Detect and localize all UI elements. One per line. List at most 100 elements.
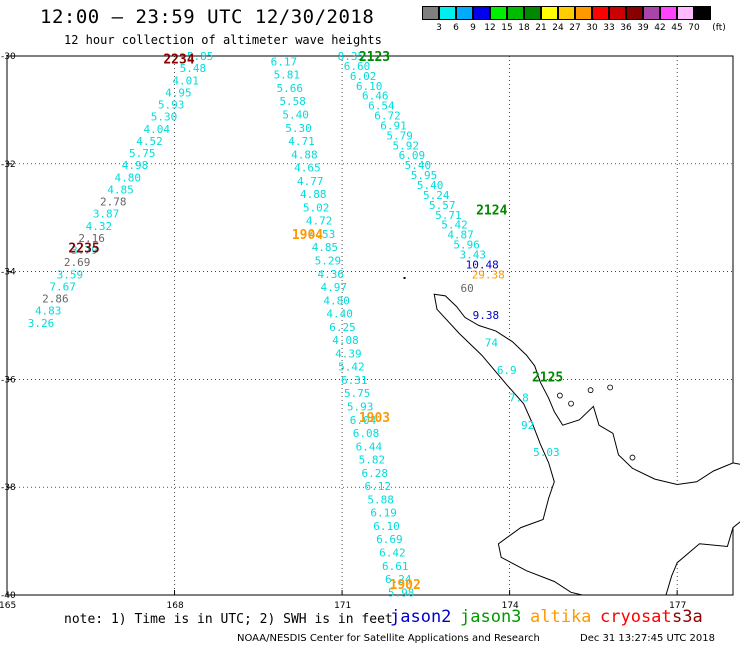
wave-height-value: 4.97 xyxy=(320,281,347,294)
wave-height-value: 2.16 xyxy=(78,232,105,245)
wave-height-value: 9.38 xyxy=(473,309,500,322)
wave-height-value: 3.26 xyxy=(28,317,55,330)
wave-height-value: 4.40 xyxy=(326,308,353,321)
wave-height-value: 4.08 xyxy=(332,334,359,347)
altimeter-tracks: 5.855.484.014.955.935.304.044.525.754.98… xyxy=(28,50,560,599)
wave-height-value: 6.31 xyxy=(341,374,368,387)
wave-height-value: 4.85 xyxy=(312,241,339,254)
legend-swatch xyxy=(507,6,524,20)
wave-height-value: 6.91 xyxy=(380,119,407,132)
legend-label: 27 xyxy=(569,23,581,33)
footer-credit: NOAA/NESDIS Center for Satellite Applica… xyxy=(237,633,540,644)
offshore-island xyxy=(587,387,594,394)
satellite-label: cryosat xyxy=(600,607,672,627)
wave-height-value: 4.77 xyxy=(297,175,324,188)
wave-height-value: 4.52 xyxy=(136,135,163,148)
legend-label: 9 xyxy=(470,23,476,33)
legend-swatch xyxy=(626,6,643,20)
wave-height-value: 3.87 xyxy=(93,208,120,221)
wave-height-value: 5.82 xyxy=(359,454,386,467)
wave-height-value: 6.09 xyxy=(399,149,426,162)
wave-height-value: 6.42 xyxy=(379,546,406,559)
wave-height-value: 4.88 xyxy=(300,188,327,201)
wave-height-value: 5.40 xyxy=(417,179,444,192)
wave-height-value: 5.75 xyxy=(129,147,156,160)
wave-height-value: 5.30 xyxy=(285,122,312,135)
lon-tick-label: 168 xyxy=(167,601,184,611)
offshore-island xyxy=(607,384,614,391)
pass-labels: 2234 2235 2123 2124 2125 1904 1903 1902 xyxy=(68,50,563,593)
lat-tick-label: -40 xyxy=(1,591,16,601)
pass-number-label: 1904 xyxy=(292,228,323,243)
wave-height-value: 4.83 xyxy=(35,305,62,318)
wave-height-value: 5.29 xyxy=(315,254,342,267)
wave-height-value: 4.80 xyxy=(115,171,141,184)
legend-swatch xyxy=(541,6,558,20)
wave-height-value: 7.8 xyxy=(509,391,529,404)
wave-height-value: 6.24 xyxy=(385,573,412,586)
wave-height-value: 5.24 xyxy=(423,189,450,202)
legend-label: 15 xyxy=(501,23,513,33)
wave-height-value: 10.48 xyxy=(466,258,499,271)
wave-height-value: 6.19 xyxy=(370,507,397,520)
wave-height-value: 5.85 xyxy=(187,50,214,63)
wave-height-value: 5.02 xyxy=(303,201,330,214)
wave-height-value: 5.92 xyxy=(392,139,419,152)
wave-height-value: 6.04 xyxy=(350,414,377,427)
wave-height-value: 4.04 xyxy=(143,123,170,136)
legend-label: 36 xyxy=(620,23,632,33)
wave-height-value: 6.28 xyxy=(362,467,389,480)
wave-height-value: 6.9 xyxy=(497,364,517,377)
wave-height-value: 3.79 xyxy=(71,244,98,257)
wave-height-value: 5.71 xyxy=(435,209,462,222)
wave-height-value: 6.17 xyxy=(271,55,298,68)
lon-tick-label: 177 xyxy=(669,601,686,611)
legend-label: 33 xyxy=(603,23,615,33)
wave-height-value: 3.43 xyxy=(460,248,487,261)
legend-swatch xyxy=(643,6,660,20)
pass-number-label: 2125 xyxy=(532,371,563,386)
pass-number-label: 1903 xyxy=(359,411,390,426)
wave-height-value: 4.01 xyxy=(172,74,199,87)
wave-height-value: 5.79 xyxy=(386,129,413,142)
wave-height-value: 4.32 xyxy=(86,220,113,233)
wave-height-value: 3.59 xyxy=(57,268,84,281)
units-note: note: 1) Time is in UTC; 2) SWH is in fe… xyxy=(64,612,393,627)
satellite-label: jason2 xyxy=(390,607,452,627)
pass-number-label: 2123 xyxy=(359,50,390,65)
legend-swatch xyxy=(660,6,677,20)
wave-height-value: 5.95 xyxy=(411,169,438,182)
wave-height-value: 4.65 xyxy=(294,162,321,175)
wave-height-value: 4.95 xyxy=(165,86,192,99)
wave-height-value: 5.81 xyxy=(274,69,301,82)
legend-label: 30 xyxy=(586,23,598,33)
wave-height-value: 6.25 xyxy=(329,321,356,334)
wave-height-value: 8.35 xyxy=(338,50,365,63)
legend-label: 24 xyxy=(552,23,564,33)
legend-swatch xyxy=(575,6,592,20)
wave-height-value: 4.88 xyxy=(291,148,318,161)
wave-height-value: 5.96 xyxy=(453,239,480,252)
legend-swatch xyxy=(422,6,439,20)
three-kings-islands xyxy=(403,276,406,279)
lat-tick-label: -36 xyxy=(1,375,16,385)
wave-height-value: 6.02 xyxy=(350,70,377,83)
wave-height-value: 4.72 xyxy=(306,215,333,228)
lat-tick-label: -38 xyxy=(1,483,16,493)
legend-swatch xyxy=(473,6,490,20)
pass-number-label: 2124 xyxy=(476,204,507,219)
legend-swatch xyxy=(694,6,711,20)
legend-swatch xyxy=(456,6,473,20)
wave-height-value: 6.12 xyxy=(364,480,391,493)
north-island-coastline xyxy=(433,293,740,596)
wave-height-value: 6.46 xyxy=(362,90,389,103)
wave-height-value: 2.69 xyxy=(64,256,90,269)
wave-height-value: 6.61 xyxy=(382,560,409,573)
legend-label: 42 xyxy=(654,23,666,33)
legend-swatch xyxy=(558,6,575,20)
legend-unit: (ft) xyxy=(712,23,726,33)
wave-height-value: 6.44 xyxy=(356,440,383,453)
legend-swatch xyxy=(524,6,541,20)
